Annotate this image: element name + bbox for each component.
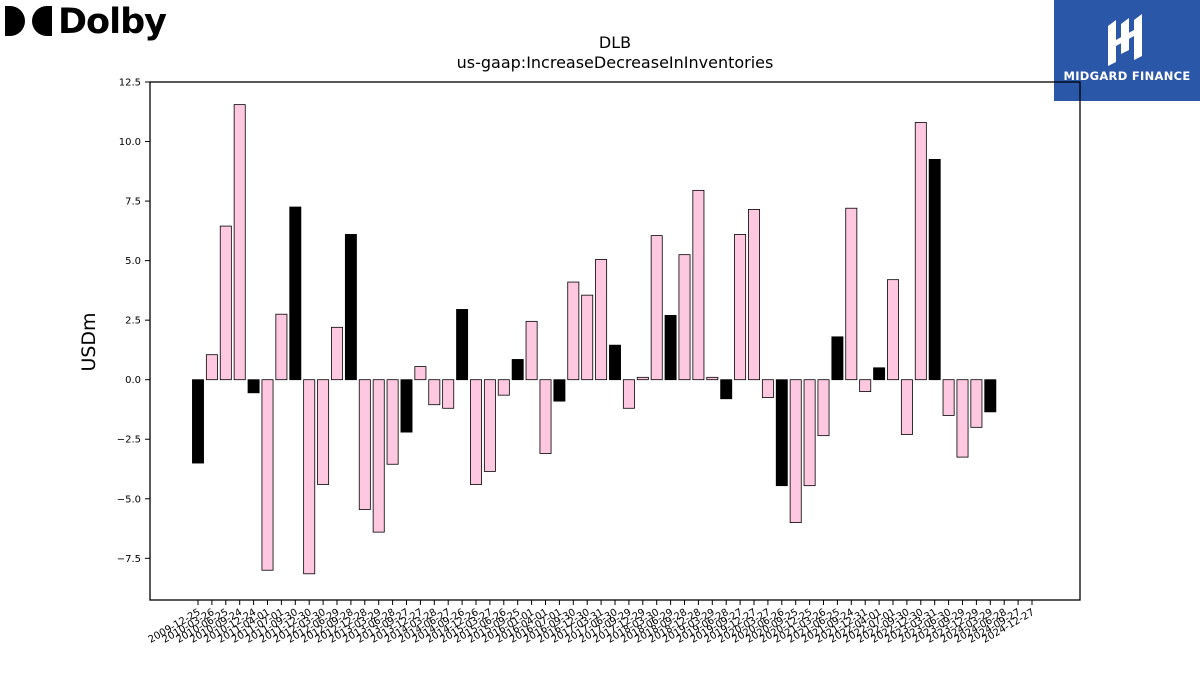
bar: [720, 379, 733, 400]
bar: [775, 379, 788, 487]
bar: [914, 122, 927, 381]
bar: [706, 376, 719, 381]
bar: [386, 379, 399, 465]
bar: [748, 209, 760, 381]
bar: [595, 259, 608, 381]
bar: [636, 376, 649, 381]
bar: [831, 336, 844, 381]
bar: [567, 281, 580, 381]
bar: [414, 366, 427, 381]
bar: [303, 379, 316, 575]
y-tick-label: 12.5: [119, 78, 141, 89]
bar: [497, 379, 510, 396]
bar: [622, 379, 635, 409]
bar: [609, 344, 621, 381]
bar: [664, 314, 677, 381]
bar: [900, 379, 913, 435]
bar: [205, 354, 218, 381]
y-tick-label: 7.5: [125, 197, 141, 208]
plot-frame: [149, 81, 1081, 601]
bar: [317, 379, 330, 485]
bar: [873, 367, 886, 381]
x-axis-ticks: 2009-12-252010-03-262010-06-252010-09-24…: [147, 600, 1037, 646]
y-axis-ticks: −7.5 −5.0 −2.5 0.0 2.5 5.0 7.5 10.0 12.5: [117, 78, 150, 565]
bar: [817, 379, 830, 437]
dolby-logo: Dolby: [4, 2, 169, 46]
bar: [692, 189, 705, 381]
bar: [678, 254, 691, 381]
bar: [734, 234, 747, 381]
bar: [539, 379, 552, 454]
bar: [956, 379, 969, 458]
y-tick-label: 10.0: [119, 137, 141, 148]
y-tick-label: 2.5: [125, 316, 141, 327]
midgard-logo-icon: [1108, 14, 1142, 66]
bar: [442, 379, 455, 409]
bar: [970, 379, 983, 428]
bar: [553, 379, 566, 402]
bar: [289, 206, 302, 381]
bar: [511, 359, 524, 381]
bar: [400, 379, 413, 433]
bar: [650, 235, 663, 381]
bar: [525, 320, 538, 381]
bar: [470, 379, 482, 485]
chart-title: DLB: [599, 33, 631, 52]
bars-layer: [192, 104, 997, 575]
bar: [219, 225, 232, 381]
bar: [845, 207, 858, 381]
bar: [456, 309, 469, 381]
midgard-finance-badge: MIDGARD FINANCE: [1054, 0, 1200, 101]
dolby-logo-text: Dolby: [58, 2, 167, 42]
y-tick-label: −2.5: [117, 435, 141, 446]
y-tick-label: 0.0: [125, 375, 141, 386]
bar: [803, 379, 816, 487]
bar: [789, 379, 802, 523]
bar: [428, 379, 441, 406]
bar: [261, 379, 274, 571]
bar: [344, 234, 357, 381]
bar: [331, 326, 343, 381]
bar: [483, 379, 496, 472]
bar: [761, 379, 774, 398]
bar: [275, 313, 288, 381]
y-axis-label: USDm: [78, 312, 100, 371]
brand-name: MIDGARD FINANCE: [1063, 69, 1191, 83]
bar: [247, 379, 260, 394]
y-tick-label: −7.5: [117, 554, 141, 565]
bar: [887, 279, 899, 381]
bar: [192, 379, 204, 464]
bar: [928, 159, 941, 381]
bar: [942, 379, 955, 416]
bar: [233, 104, 246, 381]
bar: [859, 379, 872, 393]
bar: [581, 294, 594, 381]
y-tick-label: −5.0: [117, 494, 141, 505]
bar: [358, 379, 371, 510]
bar: [984, 379, 997, 413]
chart-subtitle: us-gaap:IncreaseDecreaseInInventories: [457, 53, 774, 72]
y-tick-label: 5.0: [125, 256, 141, 267]
bar: [372, 379, 385, 533]
